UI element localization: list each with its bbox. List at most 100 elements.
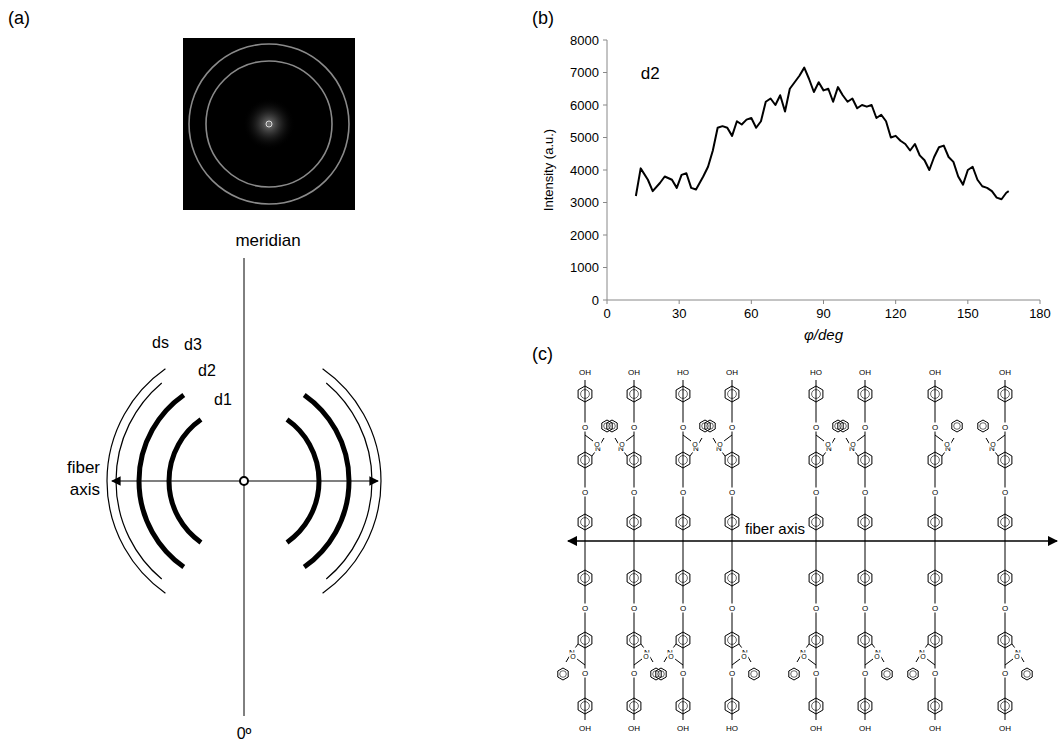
label-patch — [928, 368, 942, 377]
benzene-ring — [858, 452, 872, 468]
atom-label: O — [1014, 653, 1020, 660]
benzene-ring — [578, 570, 592, 586]
benzene-ring — [928, 570, 942, 586]
atom-label: O — [631, 669, 637, 678]
benzene-ring — [858, 632, 872, 648]
atom-label: O — [932, 423, 938, 432]
molecule: OHOONO — [705, 368, 739, 551]
aromatic-circle — [679, 574, 688, 583]
benzene-ring — [809, 386, 823, 402]
fiber-axis-label-group: fiber axis — [744, 520, 806, 537]
aromatic-circle — [581, 636, 590, 645]
label-patch — [581, 669, 589, 678]
molecule: OHOONO — [908, 550, 942, 733]
x-tick — [1040, 300, 1041, 304]
bond — [1005, 550, 1006, 720]
bond — [675, 659, 683, 665]
aromatic-circle — [931, 574, 940, 583]
label-patch — [630, 604, 638, 613]
atom-label: O — [825, 441, 831, 448]
atom-label: O — [1002, 488, 1008, 497]
y-tick-label: 1000 — [570, 260, 599, 275]
label-patch — [1001, 669, 1009, 678]
label-patch — [861, 423, 869, 432]
x-tick — [751, 300, 752, 304]
atom-label: OH — [999, 368, 1011, 377]
benzene-ring — [809, 698, 823, 714]
atom-label-group: O — [618, 441, 626, 448]
atom-label: O — [668, 653, 674, 660]
aromatic-circle — [707, 423, 714, 430]
atom-label-group: O — [728, 669, 736, 678]
axes: 0100020003000400050006000700080000306090… — [541, 33, 1051, 344]
benzene-ring — [858, 570, 872, 586]
molecule: OHOONO — [978, 368, 1012, 551]
atom-label: OH — [677, 724, 689, 733]
atom-label-group: O — [989, 441, 997, 448]
bond — [634, 659, 642, 665]
atom-label-group: OH — [578, 368, 592, 377]
atom-label: OH — [628, 368, 640, 377]
atom-label-group: O — [581, 604, 589, 613]
aromatic-circle — [679, 702, 688, 711]
atom-label-group: O — [1001, 488, 1009, 497]
x-tick — [895, 300, 896, 304]
benzene-ring — [725, 570, 739, 586]
atom-label: O — [813, 488, 819, 497]
atom-label-group: O — [861, 669, 869, 678]
benzene-ring — [578, 386, 592, 402]
atom-label-group: O — [931, 604, 939, 613]
bond — [816, 435, 824, 441]
label-patch — [744, 520, 806, 537]
bond — [724, 435, 732, 441]
label-patch — [725, 724, 739, 733]
atom-label: O — [874, 653, 880, 660]
aromatic-circle — [658, 671, 665, 678]
benzene-ring — [705, 420, 715, 432]
atom-label-group: O — [873, 653, 881, 660]
atom-label: O — [631, 604, 637, 613]
label-patch — [581, 423, 589, 432]
bond — [585, 380, 586, 550]
label-patch — [812, 604, 820, 613]
atom-label: OH — [726, 368, 738, 377]
benzene-ring — [578, 452, 592, 468]
benzene-ring — [578, 698, 592, 714]
aromatic-circle — [581, 456, 590, 465]
atom-label: O — [850, 441, 856, 448]
aromatic-circle — [581, 390, 590, 399]
aromatic-circle — [812, 390, 821, 399]
benzene-ring — [656, 668, 666, 680]
label-patch — [740, 653, 748, 660]
benzene-ring — [809, 514, 823, 530]
atom-label: O — [932, 669, 938, 678]
x-tick-label: 180 — [1029, 306, 1051, 321]
atom-label: O — [717, 441, 723, 448]
atom-label-group: OH — [998, 724, 1012, 733]
benzene-ring — [998, 514, 1012, 530]
benzene-ring — [725, 452, 739, 468]
bond — [732, 659, 740, 665]
bond — [585, 435, 593, 441]
atom-label: O — [680, 488, 686, 497]
aromatic-circle — [861, 702, 870, 711]
x-tick — [607, 300, 608, 304]
aromatic-circle — [980, 423, 987, 430]
label-patch — [861, 604, 869, 613]
aromatic-circle — [931, 390, 940, 399]
aromatic-circle — [728, 636, 737, 645]
label-patch — [824, 441, 832, 448]
atom-label-group: O — [931, 669, 939, 678]
aromatic-circle — [751, 671, 758, 678]
atom-label: O — [582, 423, 588, 432]
atom-label: O — [813, 669, 819, 678]
bond — [865, 659, 873, 665]
aromatic-circle — [812, 456, 821, 465]
ring-arc — [139, 395, 184, 567]
ring-arc — [287, 420, 319, 543]
y-tick — [603, 137, 607, 138]
label-patch — [642, 653, 650, 660]
label-patch — [630, 423, 638, 432]
aromatic-circle — [931, 636, 940, 645]
benzene-ring — [1022, 668, 1032, 680]
